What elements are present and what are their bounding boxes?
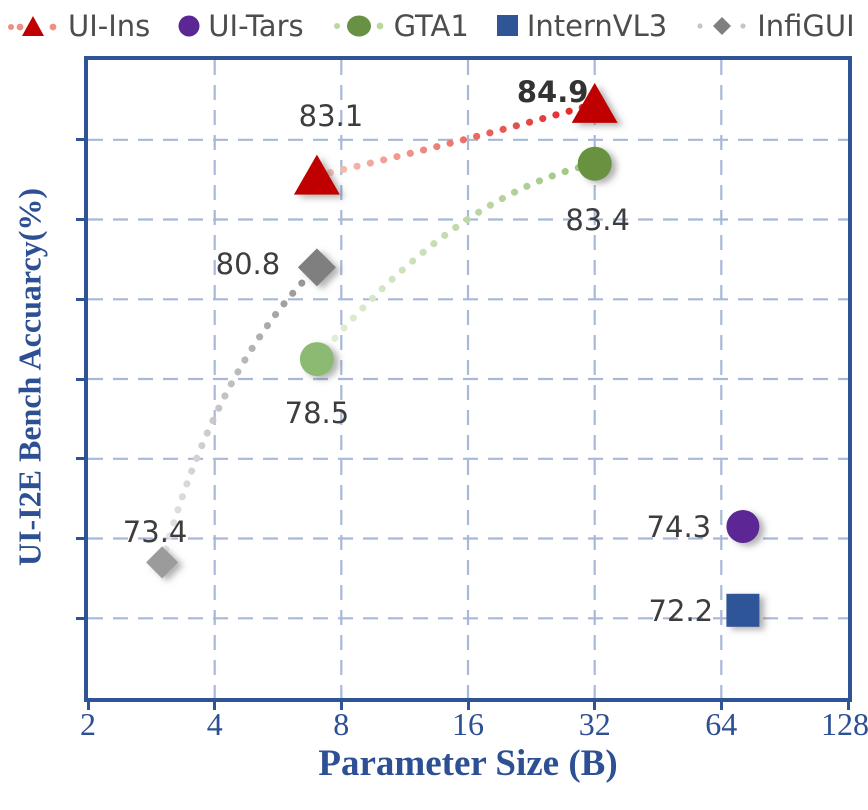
square-icon (496, 9, 519, 43)
legend-label: InternVL3 (526, 9, 668, 43)
y-tick (76, 457, 84, 461)
y-tick (76, 377, 84, 381)
legend-item-gta1: GTA1 (332, 9, 469, 43)
x-tick-label: 2 (80, 706, 96, 742)
point-label: 83.4 (565, 202, 630, 237)
x-tick (466, 702, 470, 710)
point-label: 72.2 (648, 594, 714, 629)
legend: UI-Ins UI-Tars GTA1 InternVL3 InfiGUI (0, 4, 868, 48)
y-tick (76, 297, 84, 301)
plot-canvas (88, 60, 848, 698)
x-tick (593, 702, 597, 710)
legend-label: UI-Tars (208, 9, 304, 43)
y-tick (76, 138, 84, 142)
x-tick-label: 16 (452, 706, 484, 742)
x-tick (719, 702, 723, 710)
legend-item-internvl3: InternVL3 (496, 9, 668, 43)
x-tick-label: 64 (705, 706, 738, 742)
legend-label: UI-Ins (68, 9, 151, 43)
x-tick-label: 128 (821, 706, 868, 742)
point-label: 78.5 (284, 396, 350, 431)
y-axis-title: UI-I2E Bench Accuarcy(%) (11, 187, 48, 567)
triangle-dotted-icon (6, 9, 60, 43)
x-tick (213, 702, 217, 710)
y-tick (76, 537, 84, 540)
circle-dotted-icon (332, 9, 386, 43)
point-label: 80.8 (215, 247, 281, 282)
legend-item-ui-ins: UI-Ins (6, 9, 150, 43)
x-tick (339, 702, 343, 710)
point-label: 84.9 (516, 74, 589, 109)
y-tick (76, 218, 84, 221)
legend-item-infigui: InfiGUI (695, 9, 855, 43)
point-label: 83.1 (298, 98, 364, 133)
plot-area (84, 56, 852, 702)
x-axis-title: Parameter Size (B) (318, 743, 618, 784)
x-tick-label: 8 (333, 706, 350, 742)
x-tick-label: 32 (578, 706, 611, 742)
legend-item-ui-tars: UI-Tars (178, 9, 304, 43)
circle-icon (178, 9, 200, 43)
legend-label: GTA1 (393, 9, 469, 43)
x-tick (86, 702, 90, 710)
x-tick-label: 4 (206, 706, 223, 742)
point-label: 74.3 (646, 509, 712, 544)
y-tick (76, 616, 84, 620)
point-label: 73.4 (122, 515, 188, 550)
legend-label: InfiGUI (757, 9, 855, 43)
x-tick (846, 702, 850, 710)
diamond-dotted-icon (695, 9, 749, 43)
